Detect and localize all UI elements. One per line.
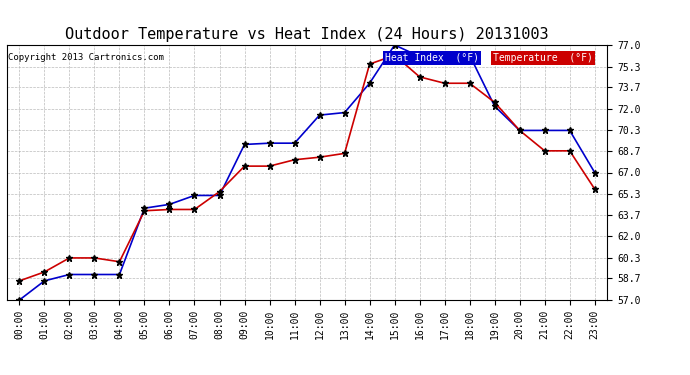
Text: Heat Index  (°F): Heat Index (°F) <box>385 53 479 63</box>
Text: Temperature  (°F): Temperature (°F) <box>493 53 593 63</box>
Text: Copyright 2013 Cartronics.com: Copyright 2013 Cartronics.com <box>8 53 164 62</box>
Title: Outdoor Temperature vs Heat Index (24 Hours) 20131003: Outdoor Temperature vs Heat Index (24 Ho… <box>66 27 549 42</box>
